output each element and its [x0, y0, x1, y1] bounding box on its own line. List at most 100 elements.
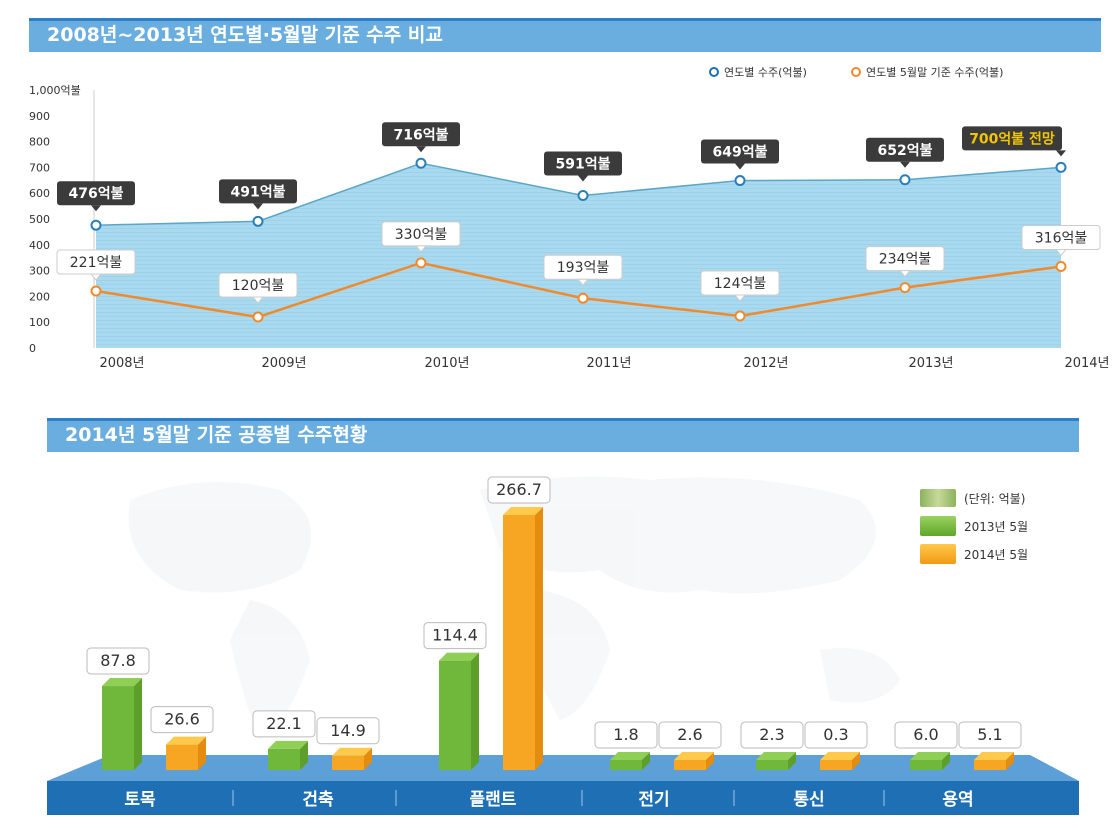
- label-may: 221억불: [56, 249, 136, 281]
- money-icon: [920, 489, 956, 507]
- svg-text:1.8: 1.8: [613, 725, 638, 744]
- svg-text:5.1: 5.1: [977, 725, 1002, 744]
- bar-2013-label: 1.8: [594, 721, 658, 749]
- label-may: 234억불: [865, 246, 945, 278]
- bar-2014-label: 266.7: [487, 476, 551, 504]
- svg-text:266.7: 266.7: [496, 480, 542, 499]
- bar-2014-label: 0.3: [804, 721, 868, 749]
- bar-2014: [674, 752, 714, 770]
- svg-text:114.4: 114.4: [432, 626, 478, 645]
- label-may: 316억불: [1021, 224, 1101, 257]
- y-tick-label: 500: [29, 213, 50, 226]
- y-tick-label: 300: [29, 265, 50, 278]
- y-tick-label: 200: [29, 290, 50, 303]
- svg-text:330억불: 330억불: [395, 227, 448, 243]
- bar-2013-label: 22.1: [252, 710, 316, 738]
- svg-text:716억불: 716억불: [394, 127, 449, 143]
- x-tick-label: 2014년: [1064, 356, 1109, 371]
- label-annual: 716억불: [382, 122, 460, 153]
- legend-unit-text: (단위: 억불): [964, 491, 1026, 506]
- y-tick-label: 800: [29, 136, 50, 149]
- bar-chart-title: 2014년 5월말 기준 공종별 수주현황: [47, 418, 1079, 452]
- label-annual: 649억불: [701, 139, 779, 170]
- map-shape-africa: [520, 590, 610, 720]
- svg-text:316억불: 316억불: [1035, 230, 1088, 246]
- svg-text:491억불: 491억불: [231, 184, 286, 200]
- bar-2013-label: 114.4: [423, 622, 487, 650]
- point-annual: [415, 157, 427, 169]
- label-may: 193억불: [543, 254, 623, 286]
- point-may: [734, 310, 746, 322]
- point-annual: [577, 190, 589, 202]
- bar-2014: [332, 747, 372, 770]
- orange-swatch: [920, 544, 956, 564]
- bar-2013: [268, 740, 308, 770]
- svg-text:700억불 전망: 700억불 전망: [969, 130, 1055, 147]
- category-label: 토목: [124, 790, 156, 810]
- point-may: [252, 311, 264, 323]
- point-may: [899, 282, 911, 294]
- legend-series-b: 연도별 5월말 기준 수주(억불): [866, 66, 1003, 79]
- y-tick-label: 900: [29, 110, 50, 123]
- svg-text:26.6: 26.6: [164, 710, 200, 729]
- x-tick-label: 2008년: [99, 356, 144, 371]
- svg-text:120억불: 120억불: [232, 278, 285, 294]
- map-shape-americas-s: [230, 600, 310, 740]
- point-annual: [1055, 161, 1067, 173]
- bar-2013-label: 2.3: [740, 721, 804, 749]
- bar-2013-label: 87.8: [86, 647, 150, 675]
- legend-orange-marker: [851, 67, 861, 77]
- bar-legend: (단위: 억불) 2013년 5월 2014년 5월: [920, 484, 1028, 568]
- point-may: [415, 257, 427, 269]
- bar-2013: [102, 678, 142, 770]
- y-tick-label: 700: [29, 161, 50, 174]
- bar-2013: [610, 752, 650, 770]
- svg-text:2.3: 2.3: [759, 725, 784, 744]
- map-shape-eurasia: [480, 476, 876, 594]
- bar-floor: [47, 755, 1079, 781]
- svg-text:652억불: 652억불: [878, 143, 933, 159]
- category-label: 전기: [638, 790, 669, 810]
- bar-2014-label: 5.1: [958, 721, 1022, 749]
- category-label: 통신: [793, 790, 824, 810]
- svg-text:2.6: 2.6: [677, 725, 702, 744]
- point-may: [577, 292, 589, 304]
- label-may: 124억불: [700, 270, 780, 302]
- x-tick-label: 2009년: [261, 356, 306, 371]
- label-annual: 476억불: [57, 181, 135, 212]
- y-tick-label: 1,000억불: [29, 84, 81, 97]
- svg-text:124억불: 124억불: [714, 276, 767, 292]
- category-label: 플랜트: [470, 790, 517, 810]
- bar-2013: [439, 652, 479, 770]
- category-label: 용역: [942, 790, 973, 810]
- bar-2014: [166, 736, 206, 770]
- x-tick-label: 2012년: [743, 356, 788, 371]
- bar-2014-label: 14.9: [316, 717, 380, 745]
- point-annual: [899, 174, 911, 186]
- y-tick-label: 600: [29, 187, 50, 200]
- svg-text:14.9: 14.9: [330, 721, 366, 740]
- bar-2013-label: 6.0: [894, 721, 958, 749]
- svg-text:234억불: 234억불: [879, 252, 932, 268]
- svg-text:649억불: 649억불: [713, 145, 768, 161]
- y-tick-label: 100: [29, 316, 50, 329]
- y-tick-label: 0: [29, 342, 36, 355]
- green-swatch: [920, 516, 956, 536]
- legend-2014-row: 2014년 5월: [920, 540, 1028, 568]
- label-may: 330억불: [381, 221, 461, 253]
- point-annual: [252, 215, 264, 227]
- point-may: [90, 285, 102, 297]
- bar-2014: [974, 752, 1014, 770]
- svg-text:476억불: 476억불: [69, 186, 124, 202]
- svg-text:87.8: 87.8: [100, 651, 136, 670]
- bar-2014: [503, 507, 543, 770]
- legend-series-a: 연도별 수주(억불): [724, 66, 807, 79]
- line-area-chart: 연도별 수주(억불) 연도별 5월말 기준 수주(억불) 476억불 221억불 4…: [29, 66, 1110, 371]
- svg-text:221억불: 221억불: [70, 255, 123, 271]
- category-band: [47, 781, 1079, 815]
- bar-2014-label: 2.6: [658, 721, 722, 749]
- svg-text:0.3: 0.3: [823, 725, 848, 744]
- x-tick-label: 2013년: [908, 356, 953, 371]
- map-shape-americas-n: [128, 482, 312, 593]
- legend-unit-row: (단위: 억불): [920, 484, 1028, 512]
